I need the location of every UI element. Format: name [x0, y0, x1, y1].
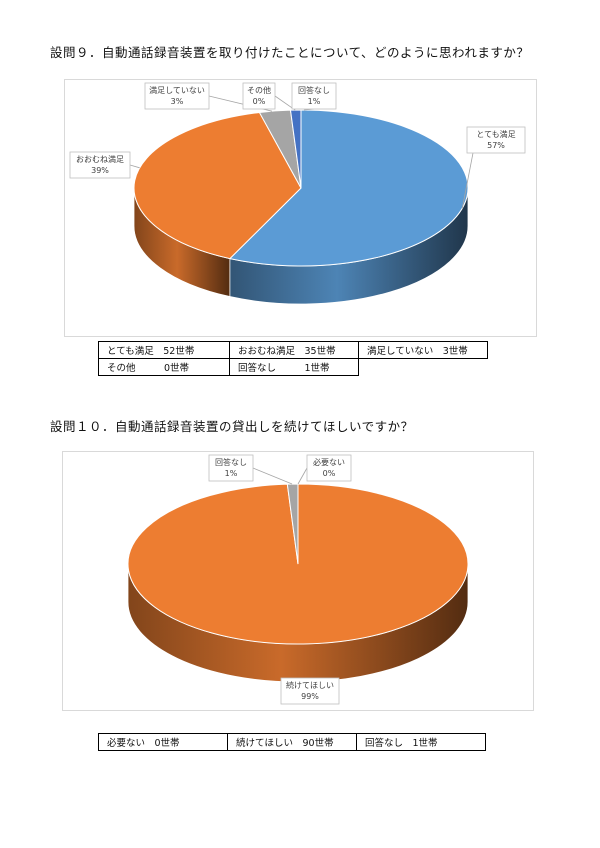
pie-slice — [289, 109, 302, 189]
table-cell: 回答なし 1世帯 — [356, 733, 486, 751]
leader-line — [461, 152, 474, 209]
pie-slice — [133, 111, 302, 260]
data-label: その他 0% — [242, 82, 276, 110]
svg-text:回答なし: 回答なし — [215, 457, 247, 467]
leader-line — [129, 164, 140, 169]
data-label: 満足していない 3% — [144, 82, 210, 110]
leader-line — [252, 467, 293, 485]
question-9-title: 設問９．自動通話録音装置を取り付けたことについて、どのように思われますか？ — [50, 45, 530, 60]
svg-text:1%: 1% — [308, 97, 321, 106]
table-cell: とても満足 52世帯 — [98, 341, 230, 359]
svg-text:おおむね満足: おおむね満足 — [76, 155, 124, 164]
svg-text:39%: 39% — [91, 166, 109, 175]
table-cell: おおむね満足 35世帯 — [229, 341, 359, 359]
svg-text:99%: 99% — [301, 692, 319, 701]
pie-slice — [286, 483, 299, 565]
table-row: とても満足 52世帯 おおむね満足 35世帯 満足していない 3世帯 — [98, 341, 488, 359]
table-cell: 続けてほしい 90世帯 — [227, 733, 357, 751]
counts-table-q10: 必要ない 0世帯 続けてほしい 90世帯 回答なし 1世帯 — [98, 733, 486, 751]
svg-text:0%: 0% — [323, 469, 336, 478]
svg-text:続けてほしい: 続けてほしい — [286, 680, 334, 690]
svg-text:満足していない: 満足していない — [149, 86, 205, 95]
table-cell: 回答なし 1世帯 — [229, 358, 359, 376]
pie-chart-q9: とても満足 57% おおむね満足 39% 満足していない 3% その他 0% 回答なし 1% — [69, 82, 526, 305]
table-row: その他 0世帯 回答なし 1世帯 — [98, 358, 488, 376]
data-label: おおむね満足 39% — [69, 151, 131, 179]
data-label: 必要ない 0% — [306, 454, 352, 482]
question-10-title: 設問１０．自動通話録音装置の貸出しを続けてほしいですか？ — [50, 419, 414, 434]
counts-table-q9: とても満足 52世帯 おおむね満足 35世帯 満足していない 3世帯 その他 0… — [98, 341, 488, 376]
svg-text:0%: 0% — [253, 97, 266, 106]
data-label: 回答なし 1% — [291, 82, 337, 110]
svg-text:必要ない: 必要ない — [313, 457, 345, 467]
data-label: 回答なし 1% — [208, 454, 254, 482]
svg-text:1%: 1% — [225, 469, 238, 478]
leader-line — [297, 467, 308, 485]
table-row: 必要ない 0世帯 続けてほしい 90世帯 回答なし 1世帯 — [98, 733, 486, 751]
chart-q9: とても満足 57% おおむね満足 39% 満足していない 3% その他 0% 回答なし 1% — [64, 79, 537, 337]
data-label: とても満足 57% — [466, 126, 526, 154]
table-cell: その他 0世帯 — [98, 358, 230, 376]
pie-chart-q10: 続けてほしい 99% 回答なし 1% 必要ない 0% — [127, 454, 469, 705]
pie-slice — [228, 109, 469, 267]
svg-text:57%: 57% — [487, 141, 505, 150]
svg-text:その他: その他 — [247, 85, 271, 95]
chart-q10: 続けてほしい 99% 回答なし 1% 必要ない 0% — [62, 451, 534, 711]
data-label: 続けてほしい 99% — [280, 677, 340, 705]
svg-text:とても満足: とても満足 — [476, 130, 515, 139]
table-cell: 必要ない 0世帯 — [98, 733, 228, 751]
svg-text:3%: 3% — [171, 97, 184, 106]
svg-text:回答なし: 回答なし — [298, 85, 330, 95]
table-cell: 満足していない 3世帯 — [358, 341, 488, 359]
